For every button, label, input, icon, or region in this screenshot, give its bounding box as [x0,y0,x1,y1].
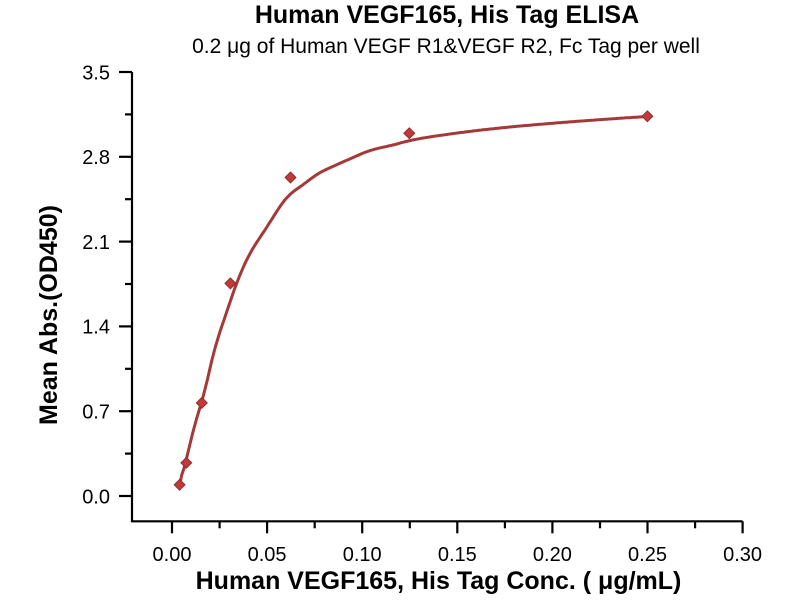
svg-text:0.2 μg of Human VEGF R1&VEGF R: 0.2 μg of Human VEGF R1&VEGF R2, Fc Tag … [192,35,700,58]
svg-text:0.25: 0.25 [628,544,667,566]
svg-text:0.0: 0.0 [82,486,110,508]
svg-text:Human VEGF165, His Tag Conc. (: Human VEGF165, His Tag Conc. ( μg/mL) [196,567,682,595]
svg-text:2.8: 2.8 [82,147,110,169]
svg-text:1.4: 1.4 [82,317,110,339]
svg-text:Human VEGF165, His Tag ELISA: Human VEGF165, His Tag ELISA [255,1,639,29]
svg-text:0.20: 0.20 [533,544,572,566]
svg-text:0.05: 0.05 [248,544,287,566]
svg-text:0.15: 0.15 [438,544,477,566]
svg-text:0.30: 0.30 [723,544,762,566]
svg-text:3.5: 3.5 [82,62,110,84]
svg-text:0.10: 0.10 [343,544,382,566]
svg-text:2.1: 2.1 [82,232,110,254]
svg-text:0.00: 0.00 [153,544,192,566]
svg-text:Mean Abs.(OD450): Mean Abs.(OD450) [35,205,63,425]
svg-text:0.7: 0.7 [82,402,110,424]
